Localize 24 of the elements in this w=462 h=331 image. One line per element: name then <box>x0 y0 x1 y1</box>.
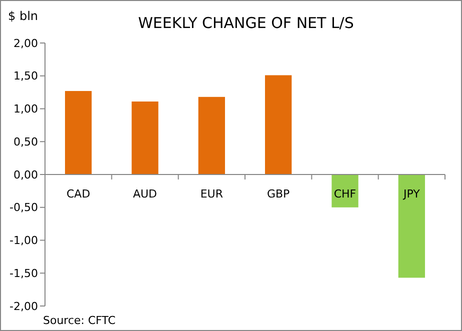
y-tick-label: -1,00 <box>10 234 38 248</box>
y-tick-label: -2,00 <box>10 300 38 313</box>
bar <box>132 102 158 174</box>
y-tick-label: 0,50 <box>14 135 38 148</box>
bar <box>398 174 425 278</box>
y-tick-label: -1,50 <box>10 266 38 280</box>
source-note: Source: CFTC <box>43 314 116 327</box>
x-tick-label: CHF <box>334 188 356 200</box>
y-tick-label: 1,00 <box>14 102 38 116</box>
x-tick-label: EUR <box>200 188 224 200</box>
bar <box>265 75 292 174</box>
y-tick-label: -0,50 <box>10 201 38 214</box>
y-axis-title: $ bln <box>8 9 38 23</box>
y-tick-label: 1,50 <box>14 70 38 83</box>
x-tick-label: CAD <box>66 188 90 200</box>
x-tick-label: GBP <box>266 188 290 200</box>
y-tick-label: 0,00 <box>14 168 38 182</box>
x-tick-label: JPY <box>402 188 420 200</box>
bar <box>332 174 358 208</box>
y-tick-label: 2,00 <box>14 36 38 50</box>
bar <box>65 91 92 174</box>
bar <box>198 96 225 174</box>
chart-title: WEEKLY CHANGE OF NET L/S <box>138 14 354 32</box>
x-tick-label: AUD <box>132 188 158 200</box>
